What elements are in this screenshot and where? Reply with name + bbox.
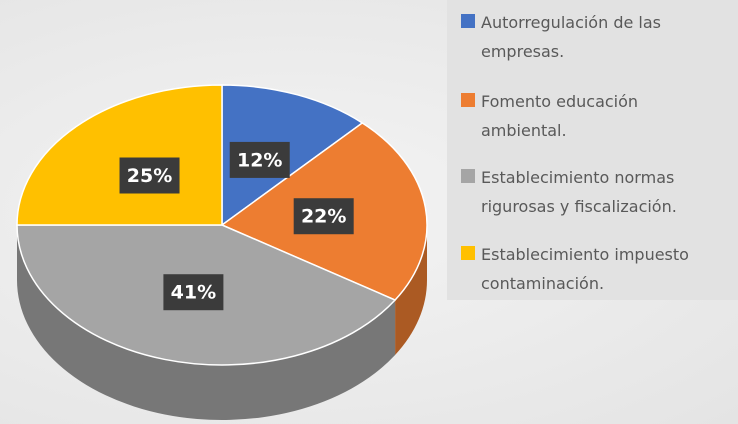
- data-label-box: [119, 157, 180, 194]
- legend-swatch: [461, 93, 475, 107]
- legend-swatch: [461, 14, 475, 28]
- legend-label: Establecimiento impuesto contaminación.: [481, 245, 689, 293]
- data-label-box: [293, 198, 354, 235]
- legend-label: Autorregulación de las empresas.: [481, 13, 661, 61]
- legend-item: Autorregulación de las empresas.: [461, 8, 731, 66]
- legend-item: Establecimiento impuesto contaminación.: [461, 240, 731, 298]
- legend-item: Fomento educación ambiental.: [461, 87, 731, 145]
- legend-label: Establecimiento normas rigurosas y fisca…: [481, 168, 677, 216]
- data-label: 22%: [301, 206, 346, 228]
- slice-side: [17, 225, 396, 420]
- data-label-box: [163, 274, 224, 311]
- data-label: 12%: [237, 149, 282, 171]
- legend-swatch: [461, 169, 475, 183]
- data-label: 25%: [127, 165, 172, 187]
- chart: 12% 22% 41% 25%: [16, 84, 428, 420]
- slice-side: [395, 225, 427, 356]
- data-label-box: [229, 141, 290, 178]
- legend-label: Fomento educación ambiental.: [481, 92, 639, 140]
- slice: [221, 84, 364, 227]
- legend-item: Establecimiento normas rigurosas y fisca…: [461, 163, 731, 221]
- legend-swatch: [461, 246, 475, 260]
- data-label: 41%: [171, 282, 216, 304]
- legend: Autorregulación de las empresas. Fomento …: [447, 0, 738, 300]
- slice: [16, 84, 223, 226]
